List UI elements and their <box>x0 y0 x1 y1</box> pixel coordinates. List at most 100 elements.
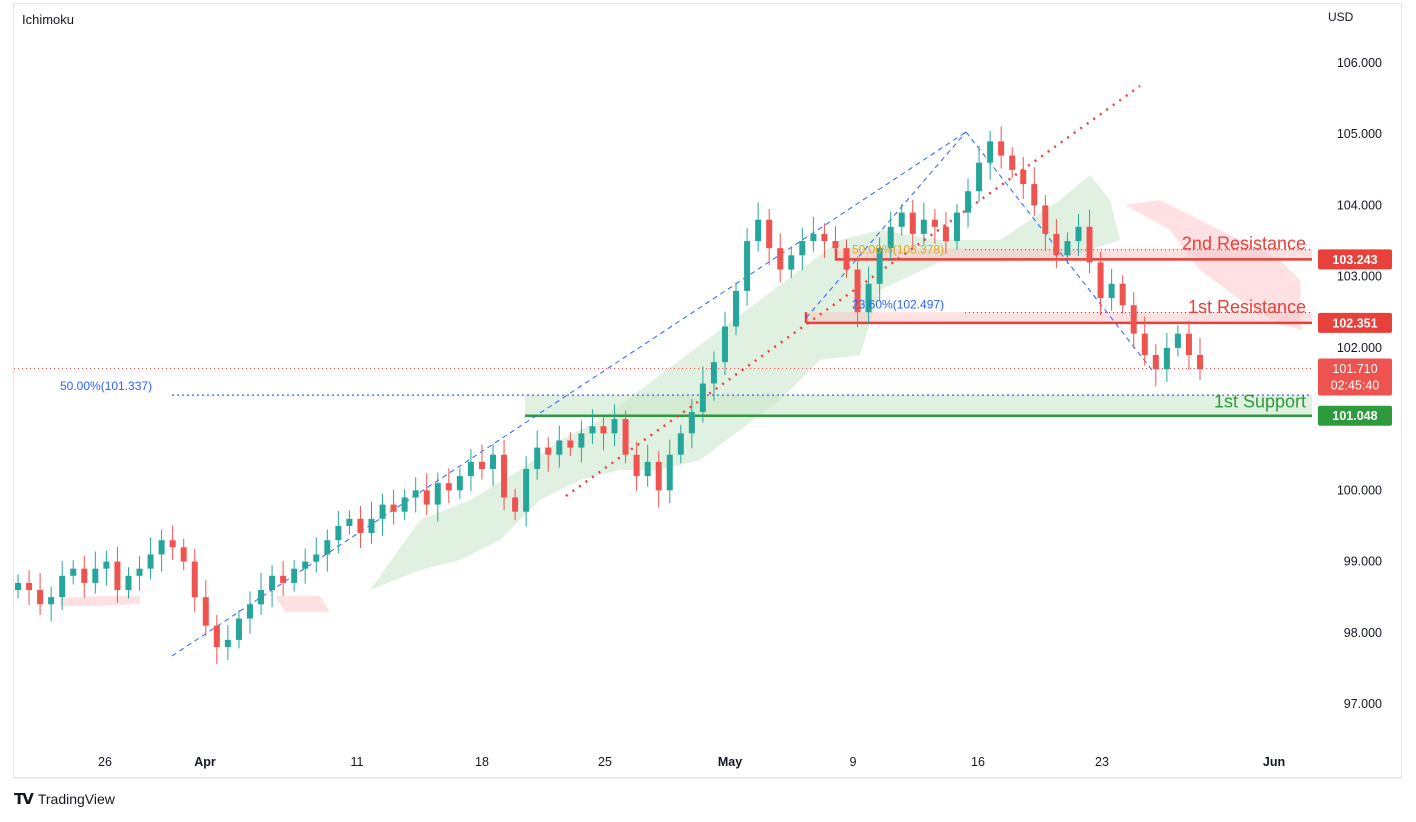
x-tick-label: Apr <box>194 755 216 769</box>
candle-body <box>48 597 55 605</box>
candle-body <box>291 568 298 583</box>
x-tick-label: 25 <box>598 755 612 769</box>
candle-body <box>622 419 629 455</box>
candle-body <box>512 497 519 512</box>
candle-body <box>59 575 66 598</box>
y-tick-label: 100.000 <box>1337 483 1382 497</box>
x-tick-label: 26 <box>98 755 112 769</box>
candle-body <box>478 461 485 469</box>
candle-body <box>733 290 740 327</box>
candle-body <box>235 618 242 640</box>
candle-body <box>633 454 640 477</box>
candle-body <box>379 504 386 519</box>
candle-body <box>202 597 209 626</box>
candle-body <box>1020 169 1027 185</box>
candle-body <box>114 561 121 591</box>
candle-body <box>865 283 872 313</box>
y-tick-label: 99.000 <box>1344 555 1382 569</box>
y-tick-label: 106.000 <box>1337 56 1382 70</box>
candle-body <box>302 561 309 569</box>
candle-body <box>246 604 253 619</box>
brand-name: TradingView <box>37 791 115 807</box>
candle-body <box>467 461 474 477</box>
candle-body <box>169 540 176 548</box>
candle-body <box>777 248 784 270</box>
x-tick-label: 18 <box>475 755 489 769</box>
resistance-2-zone <box>836 248 1312 261</box>
candle-body <box>1108 283 1115 299</box>
candle-body <box>1097 262 1104 299</box>
candle-body <box>567 440 574 448</box>
chart-labels: 50.00%(101.337) 23.60%(102.497) 50.00%(103… <box>60 233 1306 411</box>
cloud-bullish <box>370 175 1120 590</box>
candle-body <box>832 241 839 249</box>
fib-trend-up-dashed <box>171 131 967 657</box>
candle-body <box>998 141 1005 156</box>
candle-body <box>898 212 905 227</box>
candle-body <box>1152 355 1159 370</box>
candle-body <box>600 426 607 434</box>
candle-body <box>1163 347 1170 370</box>
candle-body <box>523 468 530 512</box>
candle-body <box>313 554 320 562</box>
x-tick-label: 9 <box>850 755 857 769</box>
support-1-label: 1st Support <box>1214 392 1306 412</box>
candle-body <box>92 568 99 583</box>
candle-body <box>335 525 342 541</box>
candle-body <box>1031 184 1038 206</box>
candle-body <box>269 575 276 591</box>
fib-50-lower-label: 50.00%(101.337) <box>60 379 152 393</box>
fib-retrace-dashed <box>805 131 967 319</box>
candle-body <box>346 518 353 526</box>
resistance-1-label: 1st Resistance <box>1188 297 1306 317</box>
candle-body <box>644 461 651 477</box>
candle-body <box>1075 226 1082 242</box>
candle-body <box>699 383 706 412</box>
candle-body <box>434 483 441 505</box>
ichimoku-cloud <box>60 175 1302 612</box>
candle-body <box>280 575 287 583</box>
resistance-1-zone <box>806 312 1312 323</box>
candle-body <box>810 233 817 242</box>
candle-body <box>1042 205 1049 234</box>
resistance-2-badge-text: 103.243 <box>1332 253 1377 267</box>
price-axis[interactable]: 106.000 105.000 104.000 103.000 102.000 100.0… <box>1318 56 1392 711</box>
candle-body <box>501 454 508 498</box>
candle-body <box>545 447 552 455</box>
candle-body <box>677 433 684 455</box>
last-price-text: 101.710 <box>1332 362 1377 376</box>
candle-body <box>70 568 77 576</box>
candle-body <box>445 483 452 491</box>
cloud-bearish <box>1125 200 1302 330</box>
candle-body <box>401 497 408 512</box>
candle-body <box>611 419 618 434</box>
cloud-bearish-mid <box>275 596 330 612</box>
resistance-1-badge <box>1318 312 1392 333</box>
level-zones <box>525 248 1312 416</box>
candle-body <box>81 568 88 583</box>
resistance-1-badge-text: 102.351 <box>1332 316 1377 330</box>
candle-body <box>909 212 916 234</box>
x-tick-label: Jun <box>1263 755 1285 769</box>
y-tick-label: 98.000 <box>1344 626 1382 640</box>
x-tick-label: 23 <box>1095 755 1109 769</box>
tradingview-brand[interactable]: TV TradingView <box>14 790 115 808</box>
candle-body <box>766 219 773 249</box>
support-1-badge <box>1318 405 1392 426</box>
candle-body <box>887 226 894 249</box>
candle-body <box>920 219 927 234</box>
candle-body <box>15 582 21 591</box>
candle-body <box>324 540 331 555</box>
candle-body <box>1130 305 1137 334</box>
time-axis[interactable]: 26 Apr 11 18 25 May 9 16 23 Jun <box>14 755 1402 779</box>
candle-body <box>213 625 220 648</box>
candle-body <box>390 504 397 512</box>
candle-body <box>158 540 165 555</box>
candle-body <box>1086 226 1093 263</box>
y-tick-label: 103.000 <box>1337 270 1382 284</box>
fib-23-label: 23.60%(102.497) <box>852 297 944 311</box>
candle-body <box>799 241 806 256</box>
candle-body <box>744 241 751 291</box>
candle-body <box>854 269 861 313</box>
